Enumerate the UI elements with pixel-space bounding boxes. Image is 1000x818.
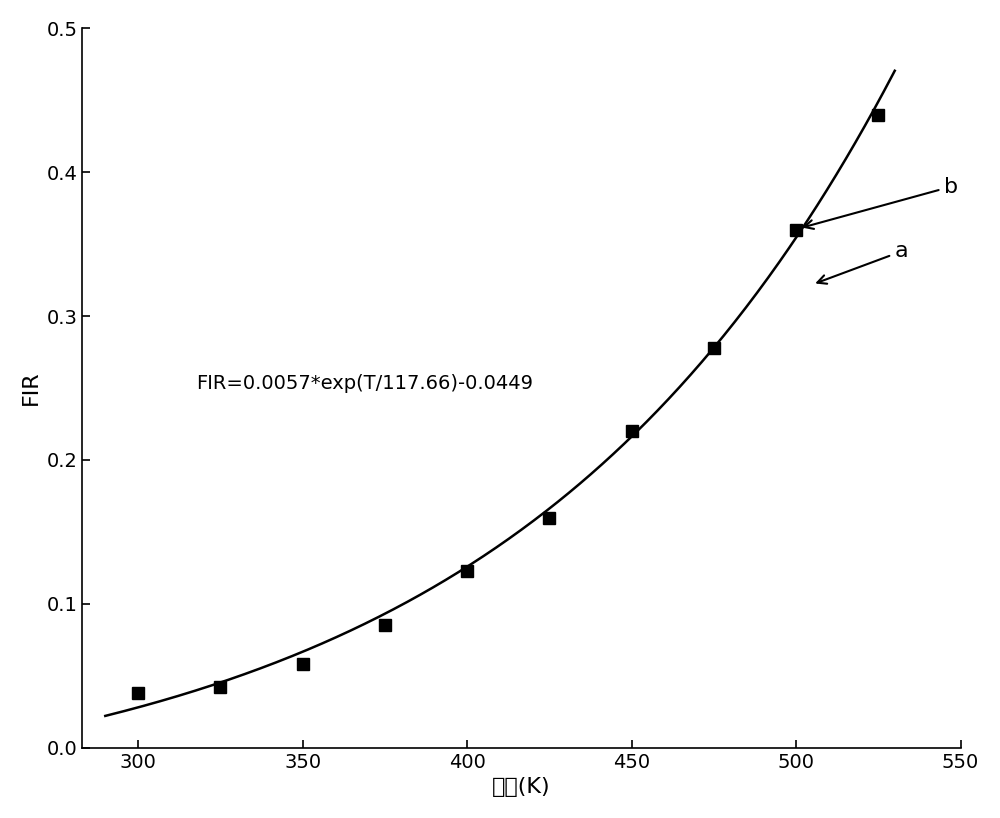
X-axis label: 温度(K): 温度(K) [492,777,551,798]
Y-axis label: FIR: FIR [21,371,41,406]
Text: a: a [817,241,908,284]
Text: b: b [804,177,958,229]
Text: FIR=0.0057*exp(T/117.66)-0.0449: FIR=0.0057*exp(T/117.66)-0.0449 [196,374,533,393]
